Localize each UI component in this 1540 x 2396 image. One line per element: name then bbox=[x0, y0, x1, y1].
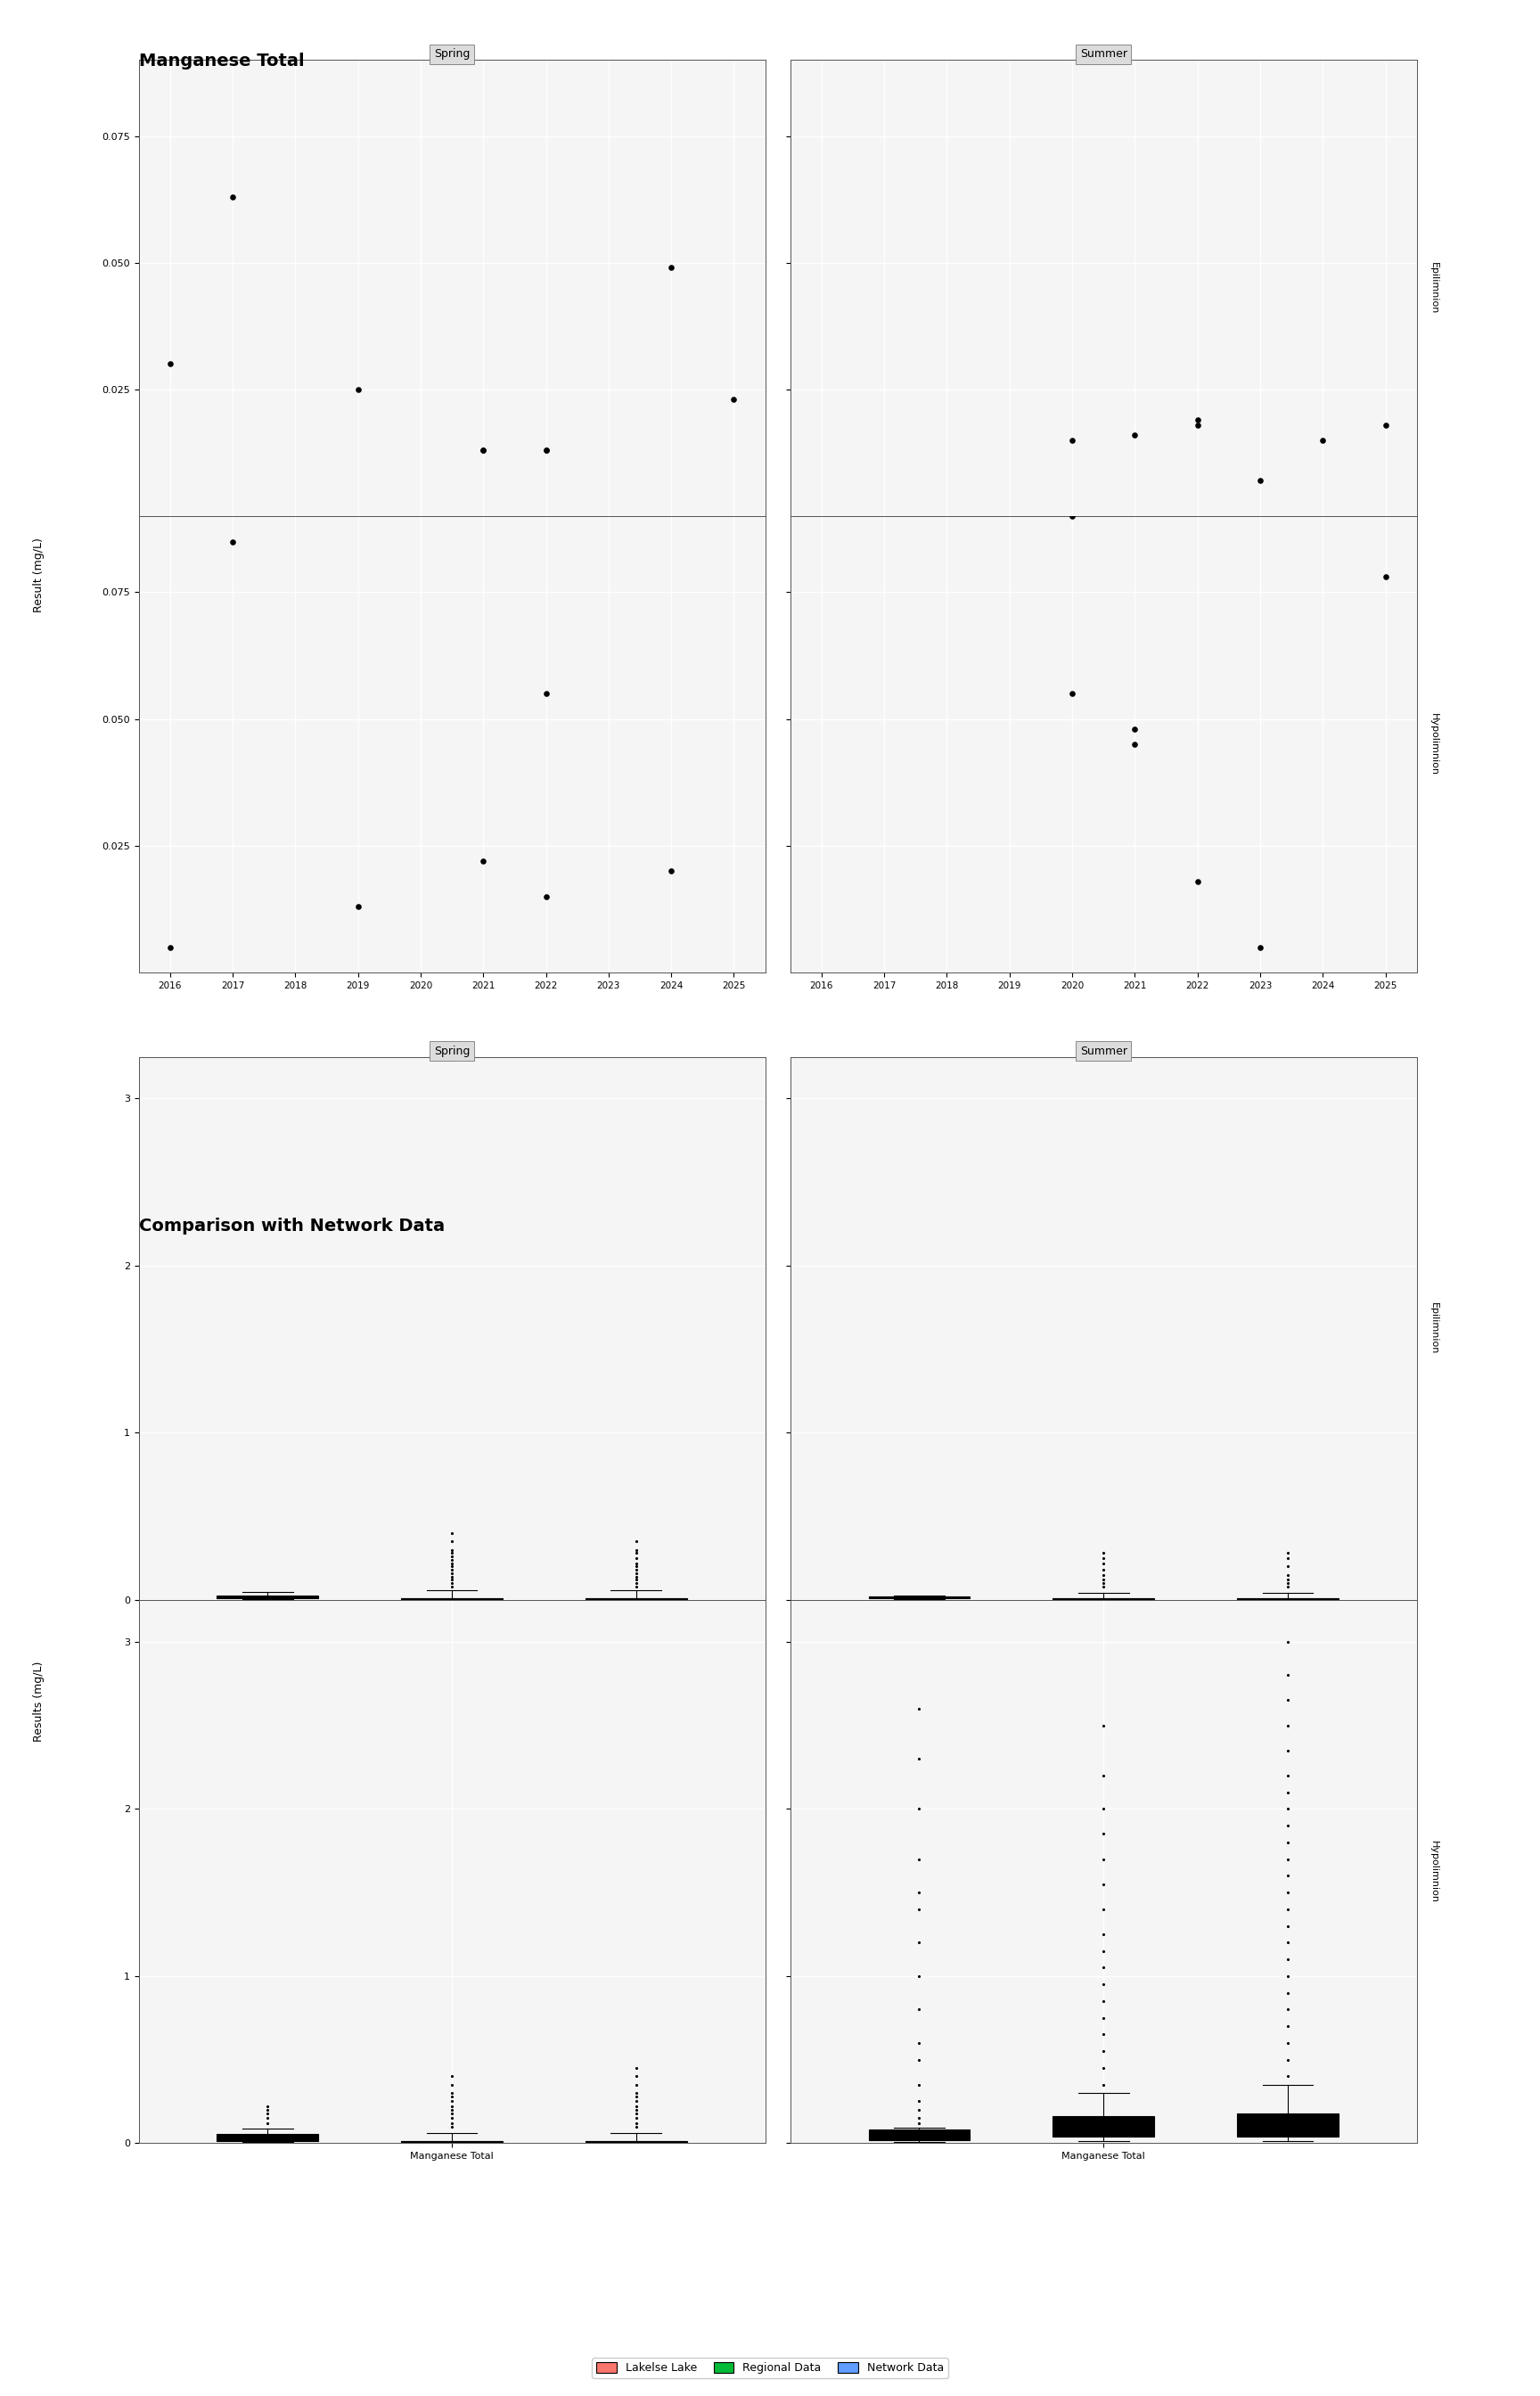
Point bbox=[1247, 462, 1272, 501]
Point bbox=[533, 431, 557, 470]
Text: Hypolimnion: Hypolimnion bbox=[1429, 714, 1438, 776]
Point bbox=[1123, 709, 1147, 748]
Text: Results (mg/L): Results (mg/L) bbox=[32, 1660, 45, 1742]
Point bbox=[1060, 673, 1084, 712]
Point bbox=[722, 381, 747, 419]
Point bbox=[1060, 496, 1084, 534]
Point bbox=[1374, 558, 1398, 597]
Point bbox=[659, 853, 684, 891]
Text: Epilimnion: Epilimnion bbox=[1429, 261, 1438, 314]
Point bbox=[533, 673, 557, 712]
Text: Comparison with Network Data: Comparison with Network Data bbox=[139, 1217, 445, 1234]
Text: Result (mg/L): Result (mg/L) bbox=[32, 537, 45, 613]
Title: Spring: Spring bbox=[434, 48, 470, 60]
Point bbox=[471, 431, 496, 470]
Point bbox=[1186, 863, 1210, 901]
PathPatch shape bbox=[1053, 2116, 1153, 2137]
Point bbox=[345, 371, 370, 410]
Text: Hypolimnion: Hypolimnion bbox=[1429, 1840, 1438, 1902]
Point bbox=[533, 431, 557, 470]
Text: Epilimnion: Epilimnion bbox=[1429, 1303, 1438, 1354]
Point bbox=[1186, 400, 1210, 438]
PathPatch shape bbox=[1237, 2113, 1338, 2137]
Point bbox=[659, 249, 684, 288]
Point bbox=[471, 841, 496, 879]
Point bbox=[1374, 405, 1398, 443]
PathPatch shape bbox=[217, 2135, 319, 2142]
Title: Summer: Summer bbox=[1080, 1045, 1127, 1057]
Title: Summer: Summer bbox=[1080, 48, 1127, 60]
Text: Manganese Total: Manganese Total bbox=[139, 53, 303, 69]
Point bbox=[471, 431, 496, 470]
Point bbox=[220, 177, 245, 216]
Point bbox=[1247, 927, 1272, 966]
Point bbox=[1123, 417, 1147, 455]
Point bbox=[157, 345, 182, 383]
Point bbox=[1123, 726, 1147, 764]
PathPatch shape bbox=[869, 2130, 970, 2140]
Point bbox=[1311, 422, 1335, 460]
Point bbox=[1186, 405, 1210, 443]
Point bbox=[220, 522, 245, 561]
Title: Spring: Spring bbox=[434, 1045, 470, 1057]
Legend: Lakelse Lake, Regional Data, Network Data: Lakelse Lake, Regional Data, Network Dat… bbox=[591, 2358, 949, 2379]
Point bbox=[345, 887, 370, 925]
Point bbox=[533, 877, 557, 915]
Point bbox=[157, 927, 182, 966]
Point bbox=[1060, 422, 1084, 460]
